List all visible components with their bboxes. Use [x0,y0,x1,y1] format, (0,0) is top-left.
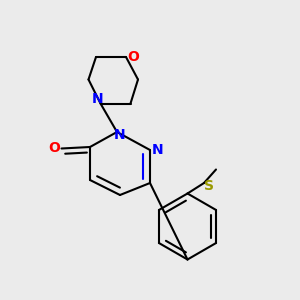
Text: N: N [152,143,163,157]
Text: S: S [203,179,214,193]
Text: O: O [48,142,60,155]
Text: N: N [92,92,103,106]
Text: O: O [128,50,140,64]
Text: N: N [114,128,126,142]
